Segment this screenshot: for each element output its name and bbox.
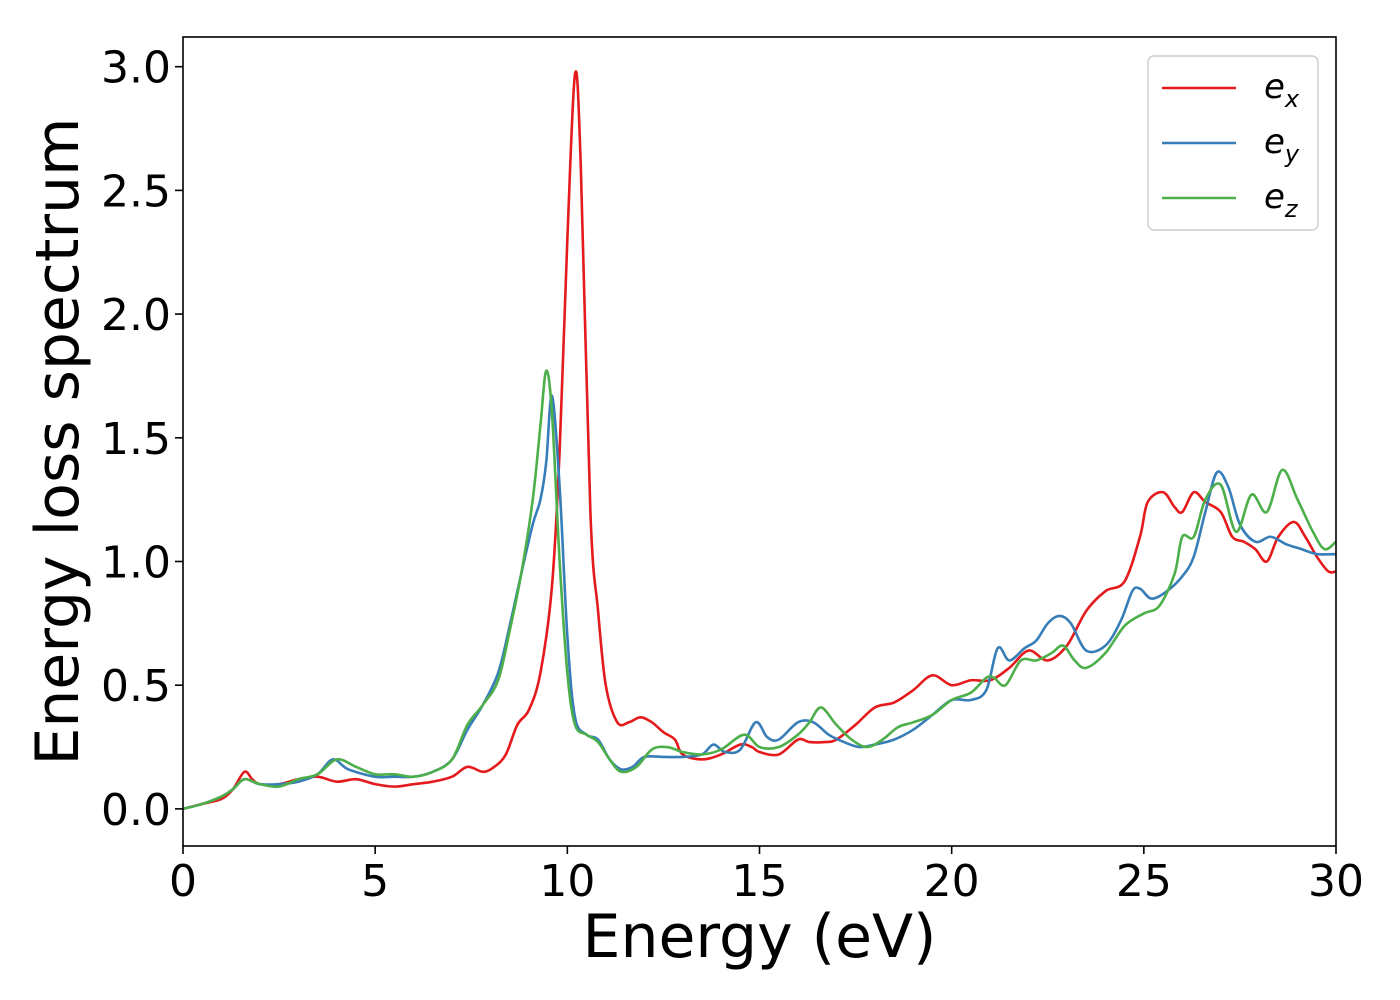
- y-tick-label: 0.0: [101, 785, 171, 836]
- legend-label-z: ez: [1264, 177, 1299, 223]
- x-axis: 0 5 10 15 20 25 30: [169, 846, 1364, 907]
- y-tick-label: 1.5: [101, 414, 171, 465]
- x-tick-label: 0: [169, 856, 197, 907]
- y-tick-label: 0.5: [101, 661, 171, 712]
- y-tick-label: 2.0: [101, 290, 171, 341]
- x-tick-label: 30: [1308, 856, 1364, 907]
- x-tick-label: 10: [539, 856, 595, 907]
- x-tick-label: 25: [1116, 856, 1172, 907]
- y-axis-label: Energy loss spectrum: [23, 117, 93, 765]
- x-tick-label: 5: [361, 856, 389, 907]
- series-layer: [183, 70, 1336, 811]
- legend-label-x: ex: [1264, 67, 1300, 113]
- y-axis: 0.0 0.5 1.0 1.5 2.0 2.5 3.0: [101, 43, 183, 836]
- legend: ex ey ez: [1147, 55, 1319, 231]
- y-tick-label: 2.5: [101, 166, 171, 217]
- series-line-x: [183, 70, 1336, 811]
- y-tick-label: 1.0: [101, 537, 171, 588]
- series-line-z: [183, 369, 1336, 811]
- x-tick-label: 15: [732, 856, 788, 907]
- x-tick-label: 20: [924, 856, 980, 907]
- x-axis-label: Energy (eV): [583, 902, 937, 972]
- legend-label-y: ey: [1264, 122, 1300, 168]
- y-tick-label: 3.0: [101, 43, 171, 94]
